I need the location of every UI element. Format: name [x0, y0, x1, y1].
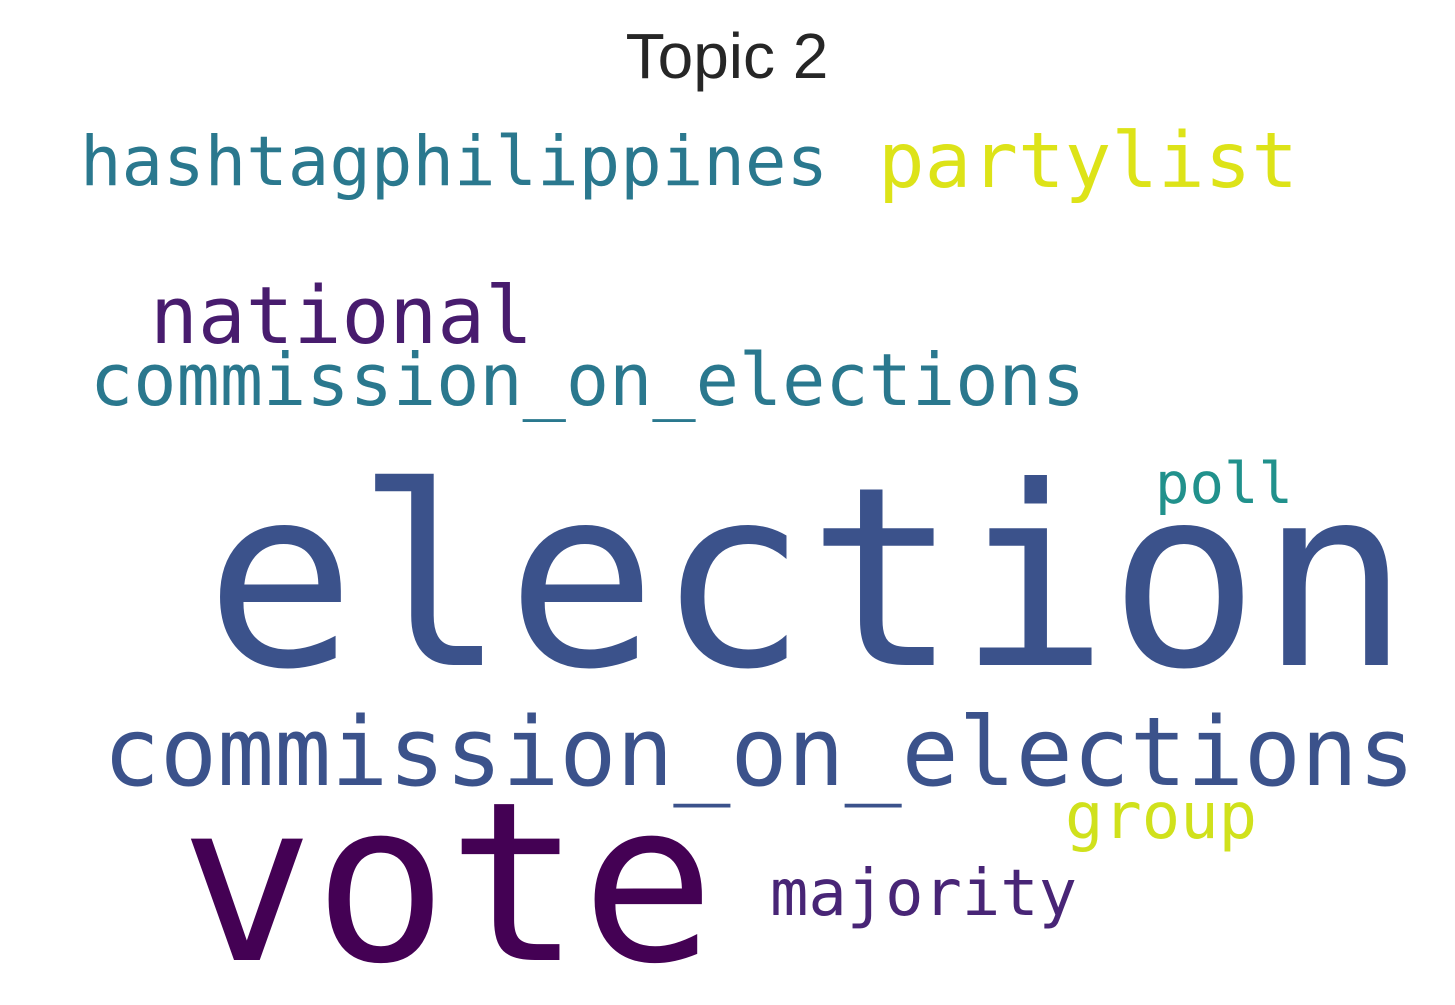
- word: national: [150, 270, 533, 362]
- word: election: [205, 433, 1410, 724]
- word: commission_on_elections: [103, 698, 1415, 808]
- word: group: [1065, 780, 1257, 854]
- title: Topic 2: [626, 20, 829, 92]
- word: commission_on_elections: [90, 338, 1085, 422]
- word: hashtagphilippines: [80, 122, 828, 202]
- word: poll: [1155, 451, 1293, 517]
- word: partylist: [878, 117, 1298, 206]
- word: majority: [770, 857, 1077, 931]
- word: vote: [180, 755, 715, 1005]
